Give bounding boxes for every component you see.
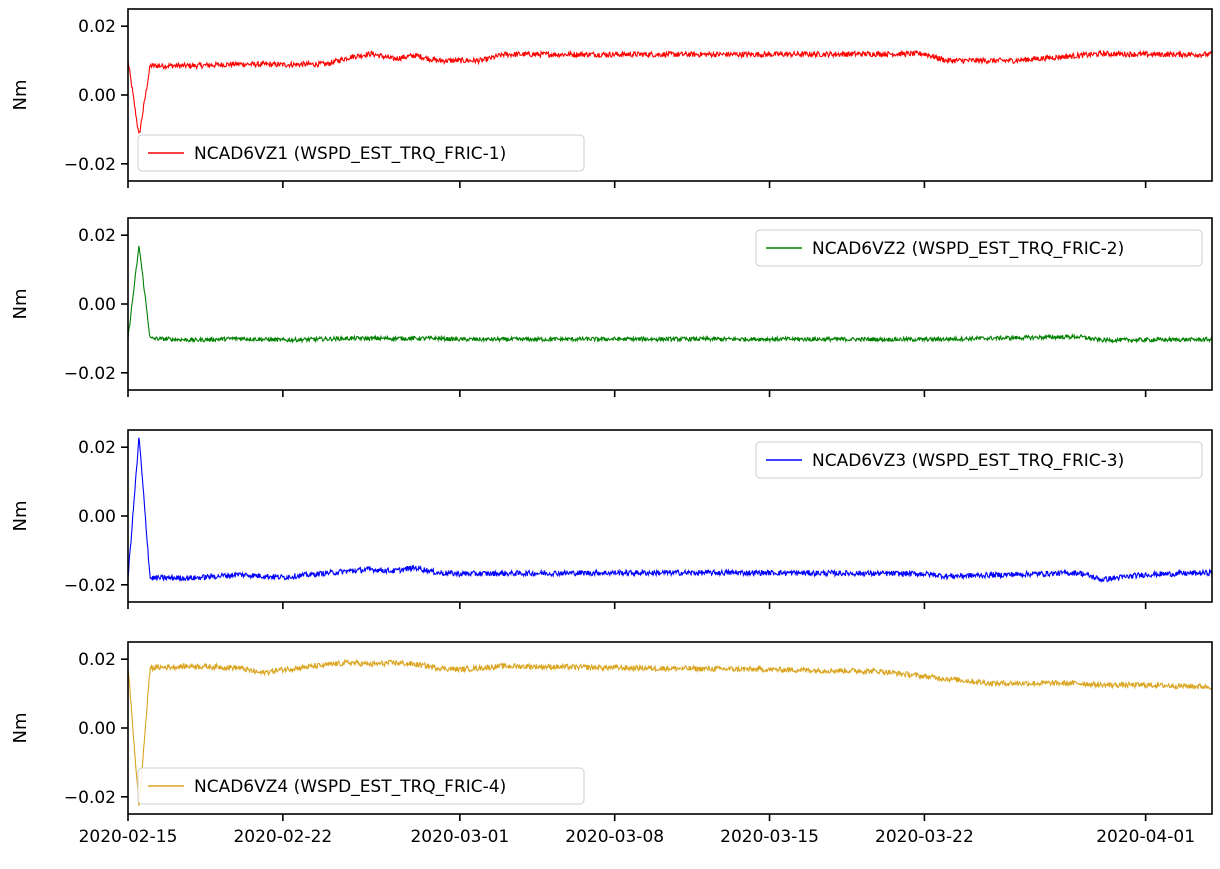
panel-4: 0.02 0.00 −0.02 Nm NCAD6VZ4 (WSPD_EST_TRQ_FR… <box>10 641 1213 821</box>
legend: NCAD6VZ2 (WSPD_EST_TRQ_FRIC-2) <box>755 229 1203 267</box>
x-tick-label: 2020-03-22 <box>875 827 974 847</box>
y-tick-label: 0.00 <box>78 507 116 527</box>
legend: NCAD6VZ1 (WSPD_EST_TRQ_FRIC-1) <box>137 134 585 172</box>
y-tick-label: 0.00 <box>78 719 116 739</box>
y-tick-label: 0.02 <box>78 438 116 458</box>
legend: NCAD6VZ3 (WSPD_EST_TRQ_FRIC-3) <box>755 441 1203 479</box>
x-axis-ticks: 2020-02-15 2020-02-22 2020-03-01 2020-03-08… <box>79 827 1195 847</box>
x-tick-label: 2020-03-01 <box>410 827 509 847</box>
series-line-4 <box>128 658 1212 806</box>
series-line-1 <box>128 49 1212 135</box>
y-tick-label: 0.02 <box>78 226 116 246</box>
x-tick-label: 2020-04-01 <box>1096 827 1195 847</box>
y-axis-label: Nm <box>10 289 31 320</box>
x-tick-label: 2020-03-08 <box>565 827 664 847</box>
x-tick-label: 2020-03-15 <box>720 827 819 847</box>
series-line-2 <box>128 245 1212 344</box>
y-tick-label: −0.02 <box>64 788 116 808</box>
series-line-3 <box>128 437 1212 583</box>
legend-box <box>755 441 1203 479</box>
y-tick-label: 0.02 <box>78 17 116 37</box>
y-tick-label: −0.02 <box>64 364 116 384</box>
y-tick-label: 0.00 <box>78 86 116 106</box>
panels-group: 0.02 0.00 −0.02 Nm NCAD6VZ1 (WSPD_EST_TRQ_FR… <box>10 8 1213 821</box>
x-tick-label: 2020-02-15 <box>79 827 178 847</box>
legend-label: NCAD6VZ4 (WSPD_EST_TRQ_FRIC-4) <box>194 777 506 797</box>
panel-3: 0.02 0.00 −0.02 Nm NCAD6VZ3 (WSPD_EST_TRQ_FR… <box>10 429 1213 609</box>
legend-label: NCAD6VZ3 (WSPD_EST_TRQ_FRIC-3) <box>812 451 1124 471</box>
legend-box <box>755 229 1203 267</box>
legend-box <box>137 134 585 172</box>
legend-label: NCAD6VZ1 (WSPD_EST_TRQ_FRIC-1) <box>194 144 506 164</box>
y-axis-label: Nm <box>10 80 31 111</box>
y-axis-label: Nm <box>10 713 31 744</box>
y-tick-label: 0.00 <box>78 295 116 315</box>
panel-2: 0.02 0.00 −0.02 Nm NCAD6VZ2 (WSPD_EST_TRQ_FR… <box>10 217 1213 397</box>
legend: NCAD6VZ4 (WSPD_EST_TRQ_FRIC-4) <box>137 767 585 805</box>
y-tick-label: −0.02 <box>64 576 116 596</box>
y-tick-label: 0.02 <box>78 650 116 670</box>
legend-box <box>137 767 585 805</box>
panel-1: 0.02 0.00 −0.02 Nm NCAD6VZ1 (WSPD_EST_TRQ_FR… <box>10 8 1213 188</box>
y-axis-label: Nm <box>10 501 31 532</box>
x-tick-label: 2020-02-22 <box>233 827 332 847</box>
y-tick-label: −0.02 <box>64 155 116 175</box>
legend-label: NCAD6VZ2 (WSPD_EST_TRQ_FRIC-2) <box>812 239 1124 259</box>
